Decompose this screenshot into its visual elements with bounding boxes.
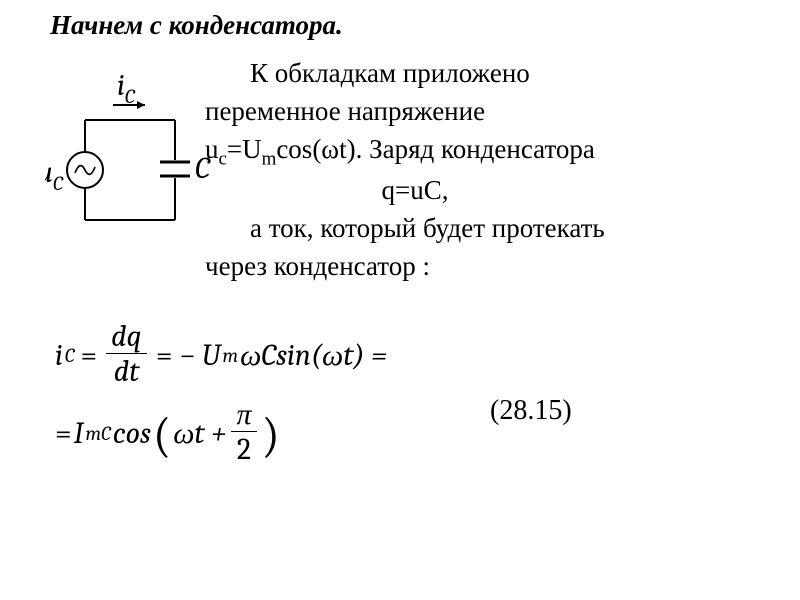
- math-iC-C: C: [65, 344, 75, 367]
- math-eq3: =: [55, 416, 72, 451]
- math-iC-i: i: [55, 338, 63, 373]
- uc-label: uC: [45, 155, 64, 195]
- equation-reference: (28.15): [490, 395, 572, 427]
- page-heading: Начнем с конденсатора.: [50, 10, 343, 41]
- body-line-3: uс=Umcos(ωt). Заряд конденсатора: [205, 131, 770, 173]
- math-frac-pi2: π 2: [231, 398, 256, 468]
- body-line-4: q=uC,: [205, 172, 625, 210]
- math-m: m: [222, 344, 238, 367]
- math-wt: ωt +: [173, 416, 226, 451]
- equation-line-2: = ImC cos ( ωt + π 2 ): [55, 398, 387, 468]
- circuit-diagram: iC uC C: [45, 70, 215, 250]
- lparen-icon: (: [153, 408, 171, 463]
- rparen-icon: ): [262, 408, 280, 463]
- uc-rest: cos(ωt). Заряд конденсатора: [276, 134, 595, 164]
- math-dt: dt: [109, 354, 145, 390]
- body-paragraph: К обкладкам приложено переменное напряже…: [205, 55, 770, 286]
- math-mC: mC: [86, 422, 111, 445]
- ac-source-sine-icon: [75, 166, 95, 175]
- um-sub: m: [262, 148, 277, 169]
- math-dq: dq: [106, 320, 147, 354]
- math-cos: cos: [113, 416, 151, 451]
- math-rest: ωCsin(ωt) =: [240, 338, 387, 373]
- math-pi: π: [231, 398, 256, 432]
- body-line-2: переменное напряжение: [205, 93, 770, 131]
- body-line-6: через конденсатор :: [205, 248, 770, 286]
- ic-arrow-head: [137, 101, 145, 109]
- math-frac-dqdt: dq dt: [106, 320, 147, 390]
- math-I: I: [74, 416, 84, 451]
- equation-line-1: iC = dq dt = − Um ωCsin(ωt) =: [55, 320, 387, 390]
- math-eq1: =: [81, 338, 98, 373]
- body-line-5: а ток, который будет протекать: [205, 210, 770, 248]
- equation-block: iC = dq dt = − Um ωCsin(ωt) = = ImC cos …: [55, 320, 387, 468]
- math-U: U: [202, 338, 221, 373]
- body-line-1: К обкладкам приложено: [205, 55, 770, 93]
- c-label: C: [195, 151, 211, 186]
- math-2: 2: [232, 432, 256, 468]
- uc-sub: с: [219, 148, 227, 169]
- uc-eq-um: =U: [227, 134, 262, 164]
- ic-label: iC: [117, 70, 136, 108]
- math-eq2: = −: [156, 338, 196, 373]
